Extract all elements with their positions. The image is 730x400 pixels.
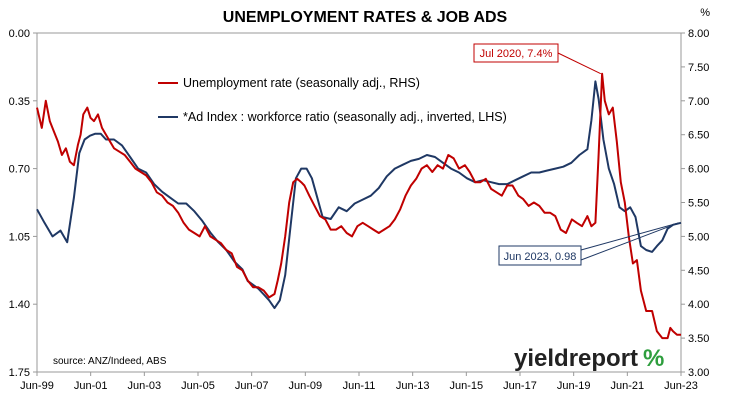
series-layer [36,72,682,340]
right-tick-label: 6.50 [688,130,709,142]
right-tick-label: 4.50 [688,265,709,277]
x-tick-label: Jun-23 [664,380,698,392]
annotation-latest: Jun 2023, 0.98 [504,251,577,263]
x-tick-label: Jun-09 [289,380,323,392]
x-tick-label: Jun-01 [74,380,108,392]
right-tick-label: 5.50 [688,198,709,210]
annotation-latest-leader [580,222,680,261]
left-tick-label: 0.00 [9,28,30,40]
x-tick-label: Jun-03 [128,380,162,392]
annotation-peak: Jul 2020, 7.4% [480,48,553,60]
right-tick-label: 8.00 [688,28,709,40]
x-axis: Jun-99 Jun-01 Jun-03 Jun-05 Jun-07 Jun-09 Jun-… [20,372,698,392]
left-tick-label: 0.35 [9,96,30,108]
brand-percent-icon: % [643,345,664,372]
left-tick-label: 1.75 [9,367,30,379]
right-tick-label: 7.50 [688,62,709,74]
x-tick-label: Jun-05 [181,380,215,392]
right-tick-label: 3.50 [688,333,709,345]
right-tick-label: 5.00 [688,231,709,243]
legend: Unemployment rate (seasonally adj., RHS)… [158,76,507,124]
x-tick-label: Jun-99 [20,380,54,392]
annotations: Jul 2020, 7.4% Jun 2023, 0.98 [473,43,680,266]
legend-label-unemployment: Unemployment rate (seasonally adj., RHS) [183,76,420,90]
annotation-peak-leader [557,52,601,75]
brand-logo: yieldreport % [514,345,664,372]
x-tick-label: Jun-19 [557,380,591,392]
x-tick-label: Jun-11 [343,380,376,392]
right-tick-label: 4.00 [688,299,709,311]
left-tick-label: 1.05 [9,231,30,243]
x-tick-label: Jun-07 [235,380,269,392]
right-tick-label: 6.00 [688,164,709,176]
x-tick-label: Jun-15 [450,380,484,392]
x-tick-label: Jun-21 [611,380,645,392]
annotation-latest-leader [580,222,679,251]
annotation-box-latest [498,245,582,266]
ad-index-line [36,80,682,310]
x-tick-label: Jun-13 [396,380,430,392]
right-axis-unit: % [700,7,710,19]
left-tick-label: 0.70 [9,164,30,176]
right-tick-label: 3.00 [688,367,709,379]
left-tick-label: 1.40 [9,299,30,311]
legend-label-ad-index: *Ad Index : workforce ratio (seasonally … [183,110,507,124]
left-axis: 0.00 0.35 0.70 1.05 1.40 1.75 [9,28,37,379]
right-axis: 8.00 7.50 7.00 6.50 6.00 5.50 5.00 4.50 4.00 3.50… [681,28,709,379]
unemployment-line [36,72,681,340]
chart-title: UNEMPLOYMENT RATES & JOB ADS [223,9,508,26]
right-tick-label: 7.00 [688,96,709,108]
source-note: source: ANZ/Indeed, ABS [53,356,167,367]
x-tick-label: Jun-17 [503,380,537,392]
brand-name: yieldreport [514,345,638,372]
